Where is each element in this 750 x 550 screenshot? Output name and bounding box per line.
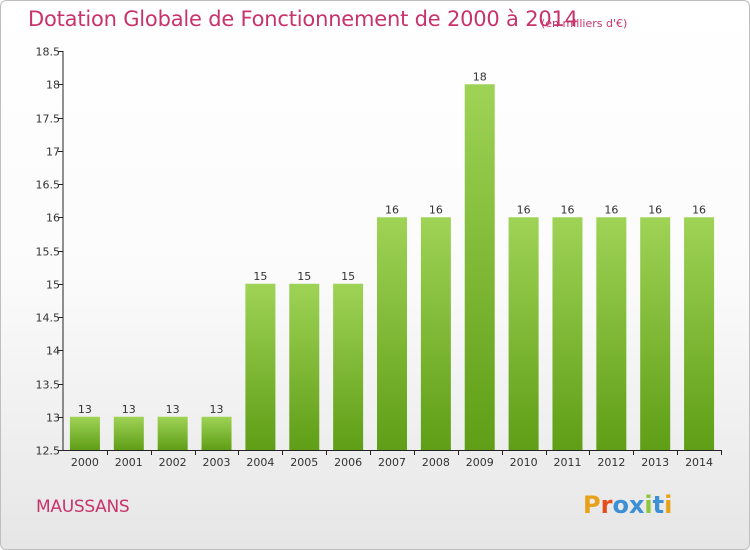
- bar-2005: [289, 283, 320, 450]
- bar-value-label: 16: [692, 203, 706, 216]
- commune-name: MAUSSANS: [36, 497, 130, 517]
- bar-value-label: 13: [166, 403, 180, 416]
- y-tick-label: 18.5: [36, 46, 61, 59]
- bar-value-label: 16: [560, 203, 574, 216]
- x-axis: 2000 2001 2002 2003 2004 2005 2006 2007 2008 2009…: [63, 450, 722, 469]
- bar-value-label: 13: [210, 403, 224, 416]
- bar-2006: [333, 283, 364, 450]
- x-tick-label: 2009: [466, 456, 494, 469]
- logo-letter: i: [644, 491, 653, 519]
- bar-value-label: 15: [297, 270, 311, 283]
- y-tick-label: 16.5: [36, 179, 61, 192]
- bar-value-label: 13: [78, 403, 92, 416]
- proxiti-logo[interactable]: Proxiti: [583, 491, 672, 519]
- bar-value-label: 16: [604, 203, 618, 216]
- y-tick-label: 12.5: [36, 445, 61, 458]
- bar-value-label: 16: [517, 203, 531, 216]
- bar-value-label: 15: [253, 270, 267, 283]
- x-tick-label: 2002: [159, 456, 187, 469]
- y-tick-label: 17: [46, 146, 60, 159]
- y-axis: 12.5 13 13.5 14 14.5 15 15.5 16 16.5 17 17.5 18 18.5: [36, 46, 64, 458]
- x-tick-label: 2007: [378, 456, 406, 469]
- bar-value-label: 16: [385, 203, 399, 216]
- x-tick-label: 2004: [246, 456, 274, 469]
- chart-subtitle: (en milliers d'€): [541, 17, 628, 30]
- bar-2007: [377, 217, 407, 450]
- x-tick-label: 2003: [203, 456, 231, 469]
- bar-value-label: 15: [341, 270, 355, 283]
- x-tick-label: 2012: [597, 456, 625, 469]
- bar-2014: [684, 217, 715, 450]
- logo-letter: r: [600, 491, 613, 519]
- bar-2000: [69, 416, 100, 450]
- y-tick-label: 15.5: [36, 246, 61, 259]
- chart-title: Dotation Globale de Fonctionnement de 20…: [28, 7, 578, 31]
- bar-2013: [640, 217, 671, 450]
- x-tick-label: 2008: [422, 456, 450, 469]
- logo-letter: x: [628, 491, 645, 519]
- logo-letter: i: [664, 491, 673, 519]
- bar-2008: [420, 217, 451, 450]
- logo-letter: t: [652, 491, 665, 519]
- bar-2011: [552, 217, 583, 450]
- x-tick-label: 2013: [641, 456, 669, 469]
- x-tick-label: 2005: [290, 456, 318, 469]
- bar-2009: [464, 84, 495, 450]
- bar-value-label: 16: [648, 203, 662, 216]
- x-tick-label: 2014: [685, 456, 713, 469]
- x-tick-label: 2000: [71, 456, 99, 469]
- y-tick-label: 16: [46, 212, 60, 225]
- bar-value-label: 18: [473, 70, 487, 83]
- logo-letter: P: [583, 491, 601, 519]
- y-tick-label: 17.5: [36, 113, 61, 126]
- y-tick-label: 18: [46, 79, 60, 92]
- y-tick-label: 14.5: [36, 312, 61, 325]
- bar-value-label: 13: [122, 403, 136, 416]
- bars: 13 13 13 13 15 15 15 16 16 18 16 16 16 16 16: [69, 70, 715, 450]
- x-tick-label: 2006: [334, 456, 362, 469]
- y-tick-label: 13: [46, 412, 60, 425]
- y-tick-label: 13.5: [36, 379, 61, 392]
- bar-2002: [157, 416, 188, 450]
- x-tick-label: 2001: [115, 456, 143, 469]
- y-tick-label: 14: [46, 345, 60, 358]
- bar-2012: [596, 217, 627, 450]
- bar-2003: [201, 416, 232, 450]
- bar-2001: [113, 416, 144, 450]
- bar-2004: [245, 283, 276, 450]
- bar-value-label: 16: [429, 203, 443, 216]
- logo-letter: o: [612, 491, 629, 519]
- y-tick-label: 15: [46, 279, 60, 292]
- bar-2010: [508, 217, 539, 450]
- x-tick-label: 2010: [510, 456, 538, 469]
- x-tick-label: 2011: [553, 456, 581, 469]
